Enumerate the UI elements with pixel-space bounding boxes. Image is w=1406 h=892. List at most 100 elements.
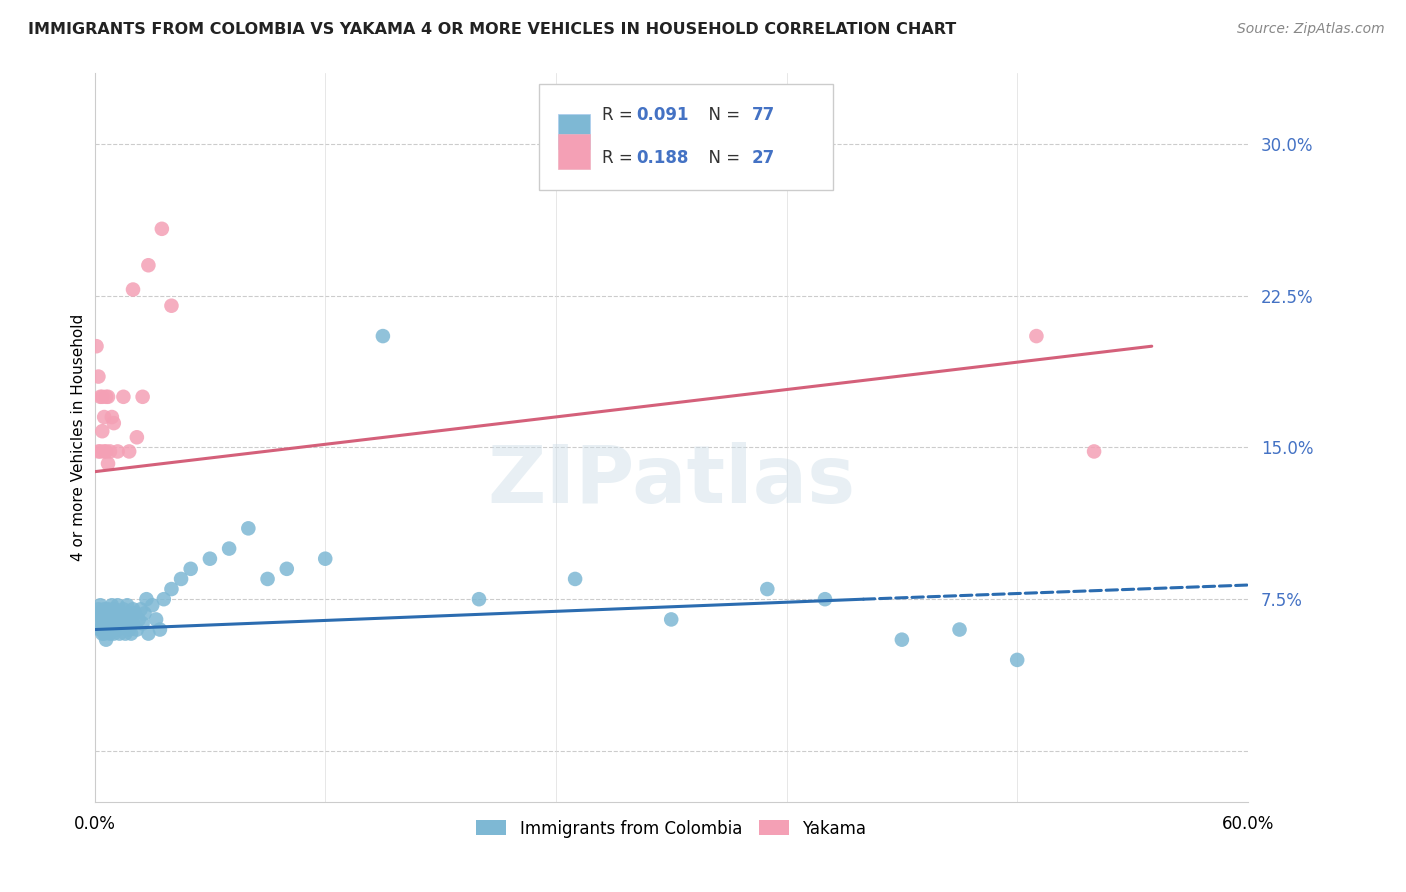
Point — [94, 444, 117, 458]
Point — [107, 599, 129, 613]
Point — [91, 618, 114, 632]
Point — [103, 416, 125, 430]
Text: IMMIGRANTS FROM COLOMBIA VS YAKAMA 4 OR MORE VEHICLES IN HOUSEHOLD CORRELATION C: IMMIGRANTS FROM COLOMBIA VS YAKAMA 4 OR … — [28, 22, 956, 37]
Text: 0.091: 0.091 — [637, 106, 689, 124]
Text: N =: N = — [697, 149, 745, 168]
Point — [103, 626, 125, 640]
Point — [218, 541, 240, 556]
Point — [756, 582, 779, 596]
Point — [89, 599, 111, 613]
Point — [94, 632, 117, 647]
Point — [97, 457, 120, 471]
Point — [91, 626, 114, 640]
Point — [93, 610, 115, 624]
Point — [1005, 653, 1028, 667]
Point — [110, 607, 132, 621]
Point — [87, 369, 110, 384]
Point — [149, 623, 172, 637]
Point — [101, 599, 124, 613]
Point — [98, 444, 121, 458]
Point — [101, 410, 124, 425]
Point — [97, 390, 120, 404]
Point — [89, 444, 111, 458]
Text: 0.188: 0.188 — [637, 149, 689, 168]
Point — [101, 608, 124, 623]
Point — [468, 592, 491, 607]
Text: ZIPatlas: ZIPatlas — [486, 442, 855, 520]
Point — [150, 222, 173, 236]
Y-axis label: 4 or more Vehicles in Household: 4 or more Vehicles in Household — [72, 314, 86, 561]
Point — [118, 607, 141, 621]
Point — [256, 572, 278, 586]
Point — [97, 612, 120, 626]
Point — [180, 562, 202, 576]
Point — [114, 608, 136, 623]
Point — [122, 602, 145, 616]
Point — [108, 626, 131, 640]
Point — [814, 592, 837, 607]
Point — [134, 607, 156, 621]
Point — [170, 572, 193, 586]
Point — [93, 626, 115, 640]
Point — [94, 616, 117, 631]
Point — [129, 602, 152, 616]
Text: 27: 27 — [752, 149, 775, 168]
Text: R =: R = — [602, 149, 638, 168]
Text: N =: N = — [697, 106, 745, 124]
Point — [141, 599, 163, 613]
Point — [98, 616, 121, 631]
Point — [117, 599, 139, 613]
Text: R =: R = — [602, 106, 638, 124]
Point — [122, 616, 145, 631]
Bar — [558, 134, 591, 169]
Point — [97, 623, 120, 637]
Point — [198, 551, 221, 566]
Point — [118, 444, 141, 458]
Point — [314, 551, 336, 566]
Point — [125, 430, 148, 444]
Point — [94, 607, 117, 621]
Point — [138, 626, 160, 640]
Point — [238, 521, 260, 535]
Point — [122, 283, 145, 297]
Point — [112, 390, 135, 404]
Point — [103, 602, 125, 616]
Point — [120, 612, 142, 626]
Point — [107, 444, 129, 458]
Point — [890, 632, 912, 647]
Point — [101, 618, 124, 632]
Point — [91, 424, 114, 438]
Point — [145, 612, 167, 626]
Point — [118, 623, 141, 637]
Point — [160, 582, 183, 596]
Point — [87, 444, 110, 458]
Point — [564, 572, 586, 586]
Point — [93, 444, 115, 458]
Point — [152, 592, 174, 607]
Point — [86, 612, 108, 626]
Point — [117, 616, 139, 631]
Point — [128, 612, 150, 626]
Point — [160, 299, 183, 313]
Point — [103, 612, 125, 626]
Point — [89, 623, 111, 637]
Point — [91, 612, 114, 626]
Point — [93, 602, 115, 616]
Point — [89, 390, 111, 404]
Point — [138, 258, 160, 272]
Point — [97, 602, 120, 616]
Point — [131, 390, 153, 404]
Point — [98, 626, 121, 640]
Point — [114, 626, 136, 640]
Point — [659, 612, 682, 626]
Point — [948, 623, 970, 637]
Point — [112, 616, 135, 631]
Point — [91, 390, 114, 404]
FancyBboxPatch shape — [538, 84, 832, 190]
Point — [112, 602, 135, 616]
Point — [98, 607, 121, 621]
Point — [110, 618, 132, 632]
Point — [125, 623, 148, 637]
Point — [108, 612, 131, 626]
Point — [276, 562, 298, 576]
